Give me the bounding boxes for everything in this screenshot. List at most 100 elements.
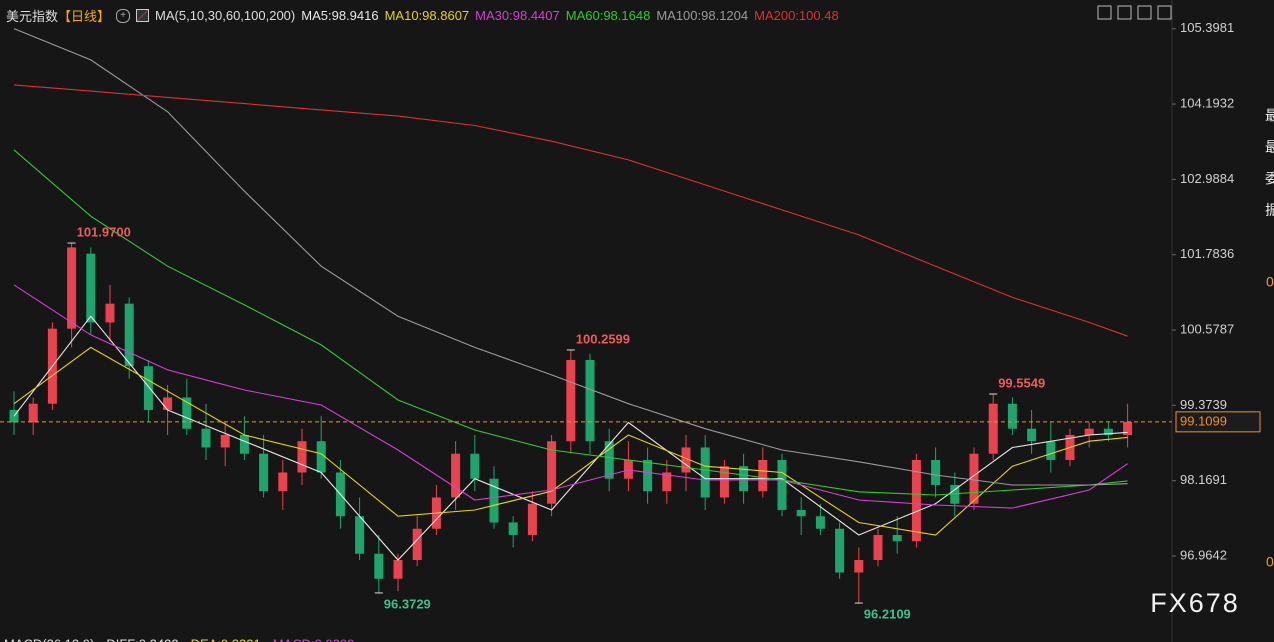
- candle-body: [201, 428, 211, 448]
- candle-body: [374, 553, 384, 579]
- candle-body: [182, 397, 192, 429]
- y-tick-label: 104.1932: [1180, 96, 1234, 111]
- toolbar-icon[interactable]: [1117, 5, 1132, 20]
- candle-body: [489, 478, 499, 523]
- side-label: 振: [1265, 202, 1274, 218]
- ma-line: [13, 315, 1128, 561]
- toolbar-icons[interactable]: [1097, 5, 1172, 20]
- candle-body: [67, 247, 77, 329]
- add-icon[interactable]: +: [116, 8, 131, 23]
- y-tick-label: 96.9642: [1180, 547, 1227, 562]
- candle-body: [316, 441, 326, 473]
- candle-body: [451, 453, 461, 498]
- side-value: 0: [1266, 274, 1274, 290]
- candle-body: [297, 441, 307, 473]
- last-price-box: [1175, 411, 1261, 433]
- y-tick-label: 105.3981: [1180, 20, 1234, 35]
- candle-body: [1123, 421, 1133, 435]
- indicator[interactable]: MA(5,10,30,60,100,200): [155, 8, 296, 23]
- candle-body: [86, 253, 96, 323]
- legend-entry: MA100:98.1204: [656, 8, 749, 23]
- candle-body: [892, 534, 902, 542]
- candle-body: [623, 459, 633, 479]
- ma-line: [13, 346, 1128, 536]
- candle-body: [835, 528, 845, 573]
- ma-line: [13, 84, 1128, 337]
- candle-body: [988, 403, 998, 454]
- last-price-label: 99.1099: [1180, 413, 1227, 428]
- legend-entry: MA200:100.48: [754, 8, 839, 23]
- title: 美元指数: [6, 9, 59, 24]
- candle-body: [911, 459, 921, 542]
- toolbar-icon[interactable]: [1157, 5, 1172, 20]
- candle-body: [470, 453, 480, 479]
- candle-body: [1084, 428, 1094, 435]
- y-tick-label: 100.5787: [1180, 321, 1234, 336]
- candle-body: [585, 359, 595, 442]
- candle-body: [239, 434, 249, 454]
- candle-body: [220, 434, 230, 448]
- candle-body: [393, 559, 403, 579]
- candle-body: [1027, 428, 1037, 442]
- candle-body: [643, 459, 653, 492]
- legend-entry: MA10:98.8607: [384, 8, 470, 23]
- toolbar-icon[interactable]: [1097, 5, 1112, 20]
- candle-body: [854, 559, 864, 573]
- candle-body: [758, 459, 768, 492]
- annotation-label: 100.2599: [576, 331, 630, 346]
- macd-label: MACD(26,12,9): [4, 636, 94, 642]
- candle-body: [777, 459, 787, 510]
- header: 美元指数 【日线】 + MA(5,10,30,60,100,200) MA5:9…: [6, 6, 839, 25]
- candle-body: [105, 303, 115, 323]
- candle-body: [355, 516, 365, 554]
- candle-body: [1007, 403, 1017, 429]
- candle-body: [873, 534, 883, 560]
- y-tick-label: 102.9884: [1180, 171, 1234, 186]
- side-value: 0: [1266, 554, 1274, 570]
- candle-body: [796, 509, 806, 517]
- candle-body: [950, 484, 960, 504]
- candle-body: [1103, 428, 1113, 435]
- candle-body: [28, 403, 38, 423]
- candle-body: [604, 441, 614, 479]
- y-tick-label: 98.1691: [1180, 472, 1227, 487]
- candle-body: [681, 447, 691, 473]
- side-label: 最: [1265, 108, 1274, 124]
- macd-label: DIFF:0.2432: [106, 636, 178, 642]
- candle-body: [412, 528, 422, 560]
- candle-body: [815, 516, 825, 529]
- candle-body: [931, 459, 941, 485]
- candle-body: [547, 441, 557, 504]
- toolbar-icon[interactable]: [1137, 5, 1152, 20]
- legend-entry: MA60:98.1648: [565, 8, 651, 23]
- legend-entry: MA30:98.4407: [475, 8, 560, 23]
- period[interactable]: 【日线】: [58, 9, 111, 24]
- ma-line: [13, 149, 1128, 496]
- candle-body: [259, 453, 269, 492]
- candle-body: [143, 366, 153, 410]
- candle-body: [969, 453, 979, 504]
- candle-body: [278, 472, 288, 492]
- y-tick-label: 99.3739: [1180, 397, 1227, 412]
- annotation-label: 96.3729: [384, 596, 431, 611]
- side-label: 委: [1265, 171, 1274, 187]
- annotation-label: 96.2109: [864, 607, 911, 622]
- watermark: FX678: [1150, 588, 1240, 618]
- candle-body: [719, 466, 729, 498]
- ma-line: [13, 28, 1128, 486]
- candle-body: [124, 303, 134, 367]
- candle-body: [527, 503, 537, 535]
- y-tick-label: 101.7836: [1180, 246, 1234, 261]
- indicator-icon[interactable]: [136, 9, 150, 22]
- candle-body: [1046, 441, 1056, 460]
- macd-label: MACD:0.0209: [273, 636, 355, 642]
- annotation-label: 99.5549: [998, 375, 1045, 390]
- candle-body: [508, 522, 518, 535]
- macd-label: DEA:0.2221: [191, 636, 261, 642]
- candle-body: [662, 472, 672, 492]
- annotation-label: 101.9700: [77, 224, 131, 239]
- side-label: 最: [1265, 139, 1274, 155]
